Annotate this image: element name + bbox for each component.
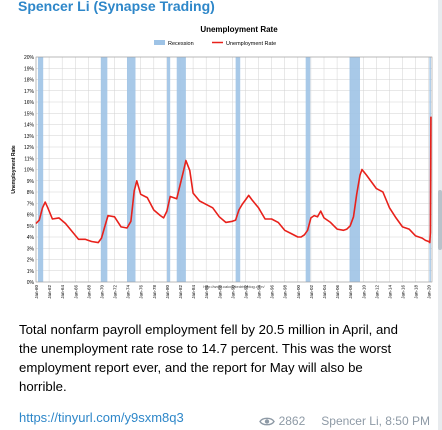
y-tick-label: 9% xyxy=(27,179,35,185)
x-tick-label: Jan-86 xyxy=(204,285,209,299)
x-tick-label: Jan-64 xyxy=(60,285,65,299)
x-tick-label: Jan-96 xyxy=(270,285,275,299)
y-tick-label: 14% xyxy=(24,123,35,129)
legend-recession-swatch xyxy=(154,40,165,45)
plot-frame xyxy=(35,56,433,283)
eye-icon xyxy=(258,417,275,425)
y-tick-label: 20% xyxy=(24,55,35,61)
x-tick-label: Jan-70 xyxy=(99,285,104,299)
series-line-unemployment-rate xyxy=(35,116,432,244)
x-tick-label: Jan-08 xyxy=(348,285,353,299)
y-tick-label: 16% xyxy=(24,100,35,106)
x-tick-label: Jan-74 xyxy=(126,285,131,299)
recession-bar xyxy=(349,57,360,282)
x-tick-label: Jan-94 xyxy=(257,285,262,299)
recession-bar xyxy=(235,57,241,282)
y-axis-label: Unemployment Rate xyxy=(11,145,17,194)
y-tick-label: 17% xyxy=(24,89,35,95)
recession-bar xyxy=(305,57,311,282)
x-tick-label: Jan-82 xyxy=(178,285,183,299)
recession-bar xyxy=(176,57,186,282)
recession-bar xyxy=(37,57,44,282)
x-tick-label: Jan-62 xyxy=(47,285,52,299)
view-count: 2862 xyxy=(278,414,306,428)
recession-bar xyxy=(100,57,108,282)
chart-source: http://www.calculatedriskblog.com/ xyxy=(203,284,265,289)
message-signature: Spencer Li, 8:50 PM xyxy=(321,414,430,428)
chart-image[interactable]: Unemployment Rate Recession Unemployment R… xyxy=(7,19,438,312)
y-tick-label: 12% xyxy=(24,145,35,151)
chart-title: Unemployment Rate xyxy=(200,25,278,34)
x-tick-label: Jan-16 xyxy=(401,285,406,299)
x-tick-label: Jan-80 xyxy=(165,285,170,299)
unemployment-chart: Unemployment Rate Recession Unemployment R… xyxy=(11,25,433,299)
y-tick-label: 10% xyxy=(24,168,35,174)
legend-recession-label: Recession xyxy=(168,41,194,47)
y-tick-label: 3% xyxy=(27,246,35,252)
y-tick-label: 15% xyxy=(24,111,35,117)
x-tick-label: Jan-78 xyxy=(152,285,157,299)
y-tick-label: 11% xyxy=(24,156,34,162)
x-tick-label: Jan-98 xyxy=(283,285,288,299)
x-tick-label: Jan-20 xyxy=(427,285,432,299)
scrollbar-thumb[interactable] xyxy=(438,190,442,250)
x-tick-label: Jan-88 xyxy=(217,285,222,299)
x-tick-label: Jan-60 xyxy=(34,285,39,299)
x-tick-label: Jan-06 xyxy=(335,285,340,299)
y-tick-label: 18% xyxy=(24,78,35,84)
message-link[interactable]: https://tinyurl.com/y9sxm8q3 xyxy=(19,410,184,425)
x-tick-label: Jan-12 xyxy=(374,285,379,299)
author-name[interactable]: Spencer Li (Synapse Trading) xyxy=(18,0,215,14)
y-tick-label: 6% xyxy=(27,213,35,219)
x-tick-label: Jan-02 xyxy=(309,285,314,299)
recession-bar xyxy=(126,57,136,282)
x-tick-label: Jan-76 xyxy=(139,285,144,299)
recession-bar xyxy=(166,57,171,282)
x-tick-label: Jan-18 xyxy=(414,285,419,299)
x-tick-label: Jan-72 xyxy=(113,285,118,299)
x-tick-label: Jan-10 xyxy=(361,285,366,299)
message-text: Total nonfarm payroll employment fell by… xyxy=(19,322,398,394)
x-tick-label: Jan-04 xyxy=(322,285,327,299)
y-tick-label: 19% xyxy=(24,66,35,72)
y-tick-label: 5% xyxy=(27,224,35,230)
x-tick-label: Jan-92 xyxy=(243,285,248,299)
y-tick-label: 2% xyxy=(27,258,35,264)
x-tick-label: Jan-66 xyxy=(73,285,78,299)
x-tick-label: Jan-68 xyxy=(86,285,91,299)
y-tick-label: 7% xyxy=(27,201,35,207)
x-tick-label: Jan-84 xyxy=(191,285,196,299)
x-tick-label: Jan-90 xyxy=(230,285,235,299)
y-tick-label: 4% xyxy=(27,235,35,241)
x-tick-label: Jan-00 xyxy=(296,285,301,299)
scrollbar[interactable] xyxy=(438,0,442,430)
y-tick-label: 1% xyxy=(27,269,35,275)
y-tick-label: 0% xyxy=(27,280,35,286)
legend-rate-label: Unemployment Rate xyxy=(226,41,276,47)
x-tick-label: Jan-14 xyxy=(387,285,392,299)
message-meta: 2862 Spencer Li, 8:50 PM xyxy=(258,414,430,428)
y-tick-label: 13% xyxy=(24,134,35,140)
y-tick-label: 8% xyxy=(27,190,35,196)
